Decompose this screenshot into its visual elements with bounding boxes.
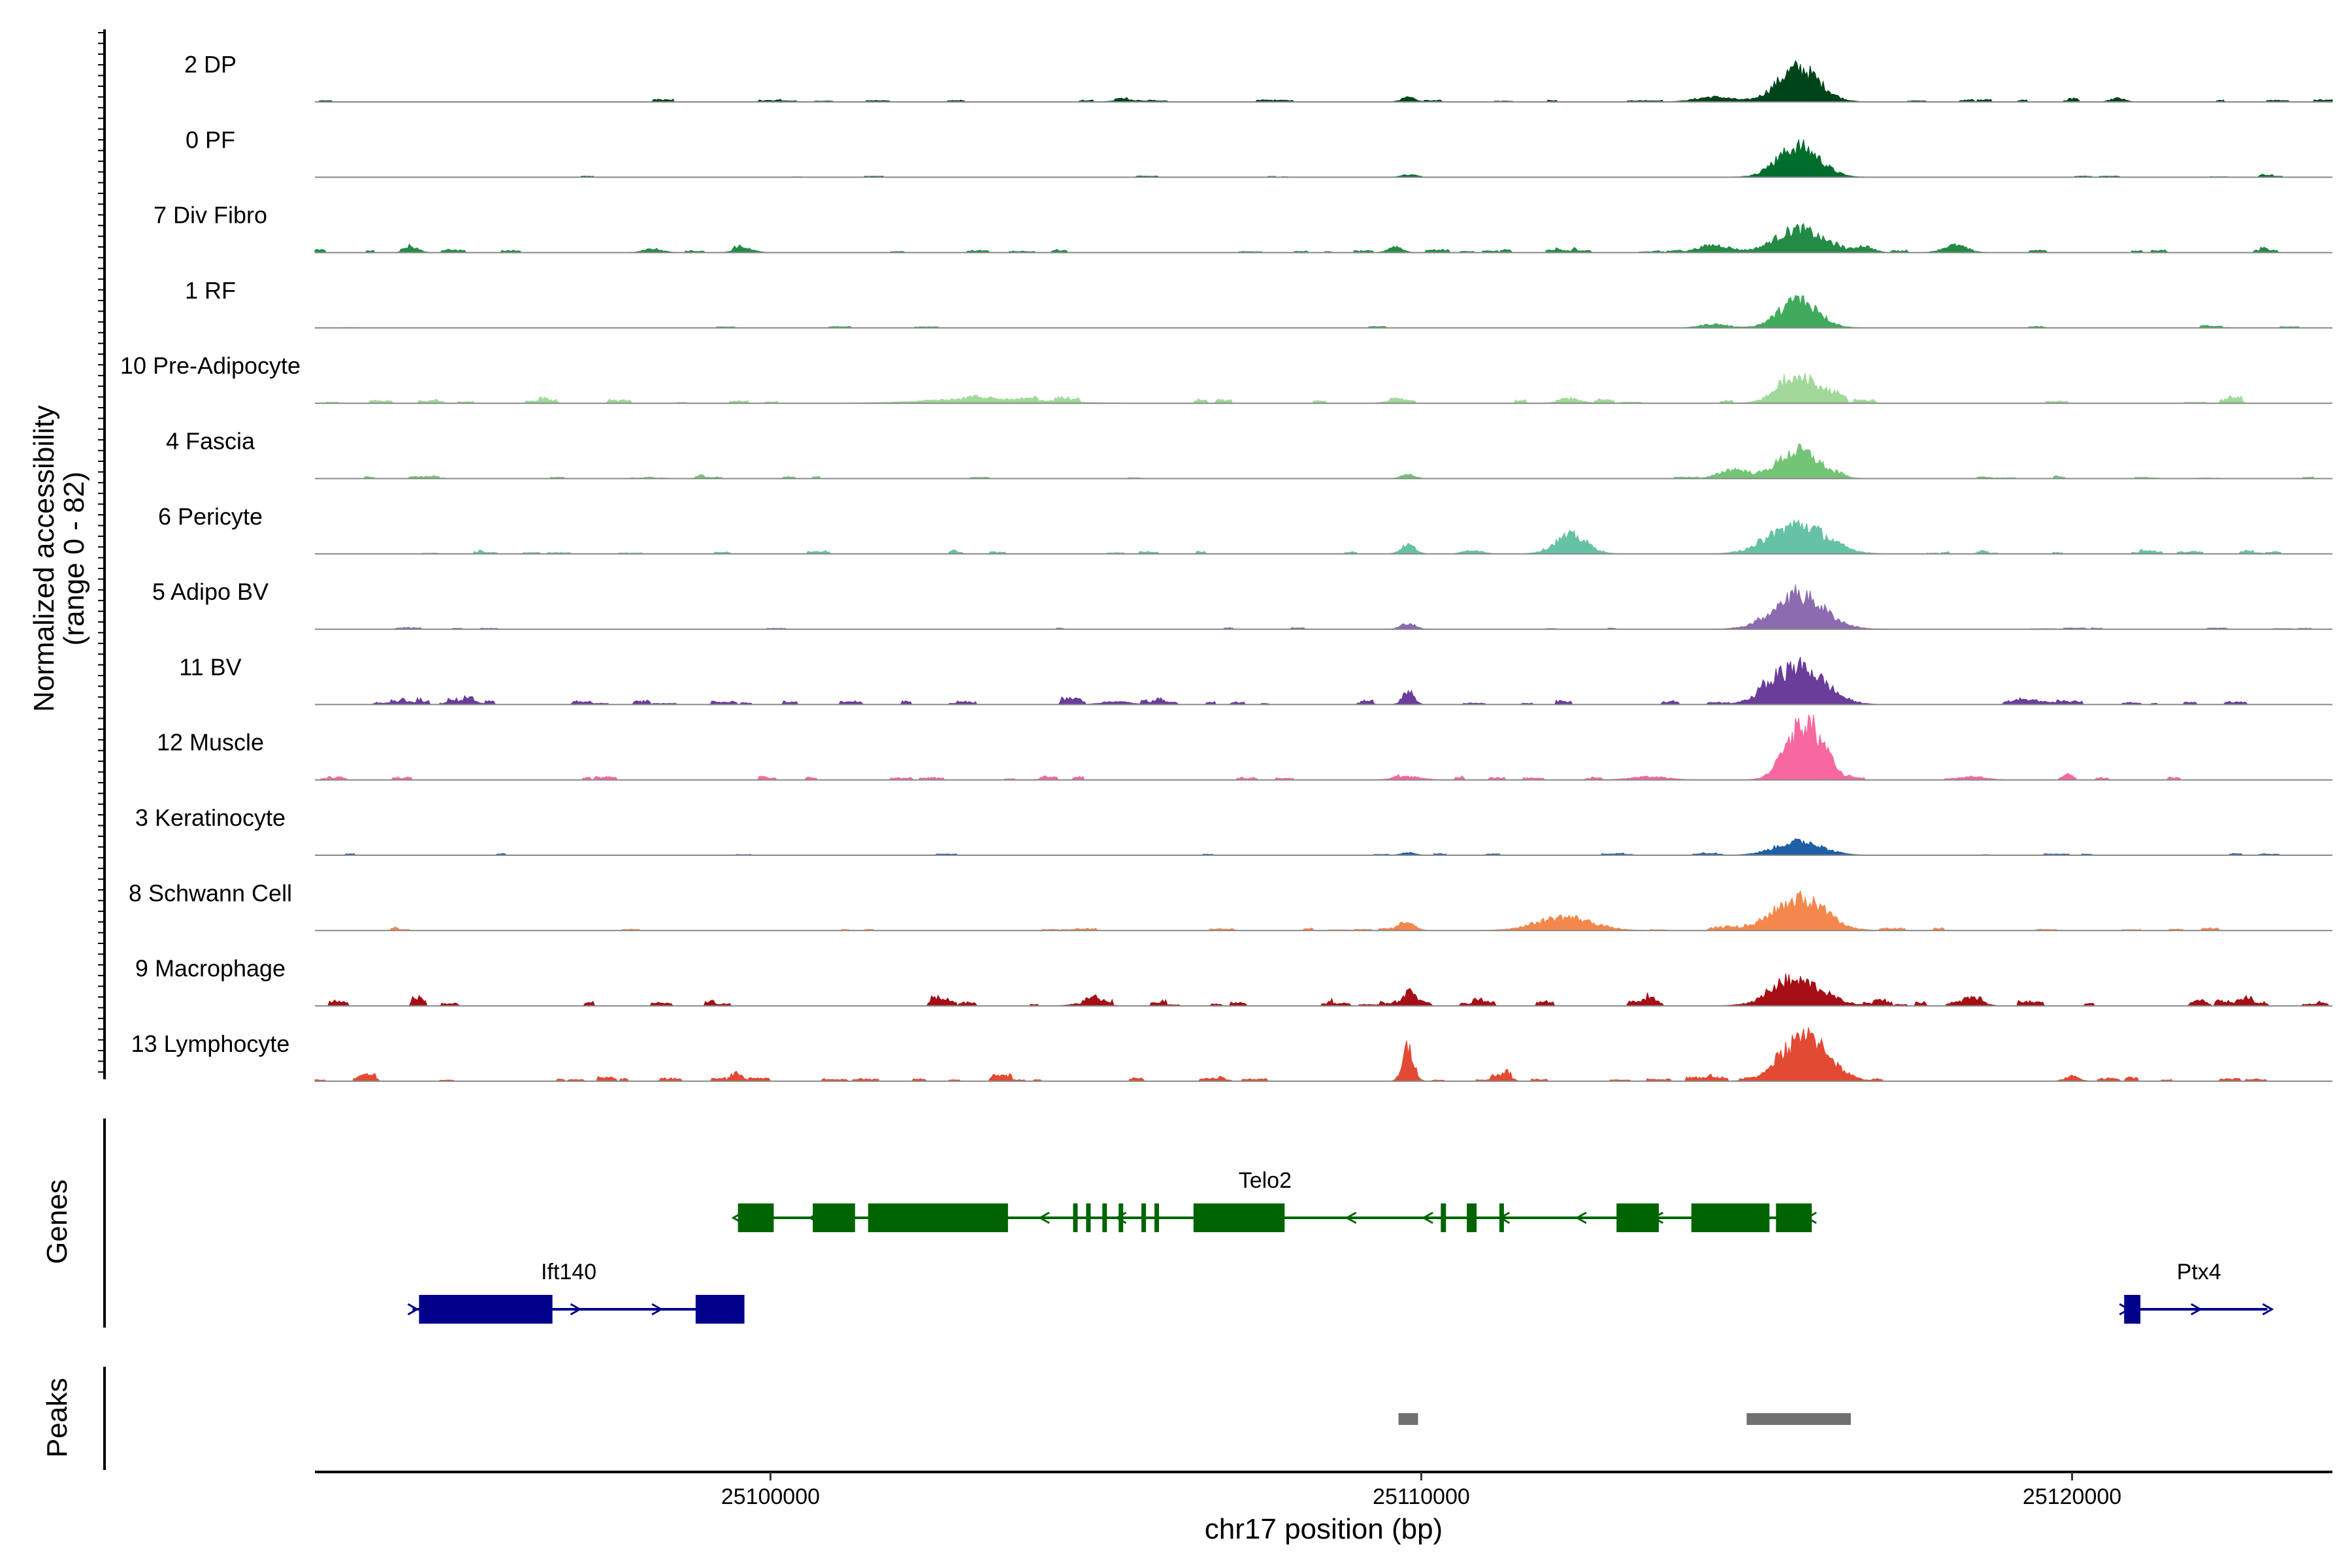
x-tick-label: 25110000 <box>1373 1484 1470 1509</box>
peak-region <box>1746 1413 1851 1425</box>
strand-arrow <box>1422 1211 1433 1224</box>
gene-exon <box>1193 1203 1285 1232</box>
gene-exon <box>1086 1203 1091 1232</box>
coverage-tracks: 2 DP 0 PF 7 Div Fibro 1 RF 10 Pre-Adipocyte 4… <box>120 51 2333 1082</box>
peak-region <box>1398 1413 1418 1425</box>
track-y-axis <box>98 29 106 1079</box>
track-11-bv: 11 BV <box>179 653 2332 706</box>
track-label: 4 Fascia <box>166 428 255 455</box>
strand-arrow <box>651 1303 663 1316</box>
gene-exon <box>1441 1203 1446 1232</box>
coverage-area <box>315 714 2332 781</box>
track-3-keratinocyte: 3 Keratinocyte <box>135 804 2332 856</box>
coverage-area <box>315 443 2332 479</box>
coverage-area <box>315 973 2332 1007</box>
gene-label: Ift140 <box>541 1260 596 1284</box>
y-axis-label-range: (range 0 - 82) <box>58 472 90 646</box>
gene-exon <box>738 1203 774 1232</box>
track-label: 1 RF <box>185 277 236 304</box>
track-label: 0 PF <box>186 126 235 153</box>
gene-exon <box>1073 1203 1078 1232</box>
gene-exon <box>1776 1203 1812 1232</box>
track-0-pf: 0 PF <box>186 126 2332 178</box>
track-label: 10 Pre-Adipocyte <box>120 352 301 379</box>
track-8-schwann-cell: 8 Schwann Cell <box>129 879 2332 932</box>
gene-ift140: Ift140 <box>407 1260 745 1324</box>
track-label: 13 Lymphocyte <box>131 1030 290 1057</box>
coverage-area <box>315 838 2332 856</box>
coverage-area <box>315 584 2332 630</box>
coverage-area <box>315 59 2333 103</box>
gene-exon <box>419 1295 553 1324</box>
coverage-area <box>314 1027 2332 1082</box>
track-label: 9 Macrophage <box>135 955 286 982</box>
coverage-area <box>315 889 2332 931</box>
strand-arrow <box>2262 1303 2274 1316</box>
gene-exon <box>868 1203 1008 1232</box>
track-1-rf: 1 RF <box>185 277 2332 329</box>
gene-label: Telo2 <box>1239 1168 1292 1193</box>
gene-ptx4: Ptx4 <box>2119 1260 2274 1324</box>
strand-arrow <box>1575 1211 1587 1224</box>
gene-exon <box>1102 1203 1107 1232</box>
gene-exon <box>1499 1203 1504 1232</box>
strand-arrow <box>407 1303 419 1316</box>
coverage-area <box>315 295 2332 329</box>
track-4-fascia: 4 Fascia <box>166 428 2332 480</box>
peaks-track <box>103 1367 1851 1470</box>
strand-arrow <box>570 1303 582 1316</box>
gene-exon <box>1616 1203 1659 1232</box>
strand-arrow <box>2191 1303 2202 1316</box>
y-axis-label: Normalized accessibility <box>28 405 60 711</box>
track-label: 6 Pericyte <box>158 503 263 530</box>
track-13-lymphocyte: 13 Lymphocyte <box>131 1027 2332 1082</box>
coverage-area <box>315 372 2332 404</box>
gene-exon <box>1141 1203 1147 1232</box>
track-label: 8 Schwann Cell <box>129 879 292 906</box>
track-2-dp: 2 DP <box>184 51 2333 103</box>
peaks-axis-label: Peaks <box>41 1378 73 1458</box>
gene-label: Ptx4 <box>2177 1260 2221 1284</box>
gene-exon <box>813 1203 855 1232</box>
track-label: 11 BV <box>179 653 241 680</box>
track-label: 12 Muscle <box>157 729 264 756</box>
gene-exon <box>2124 1295 2141 1324</box>
x-axis: 25100000 25110000 25120000 <box>315 1471 2332 1509</box>
track-label: 3 Keratinocyte <box>135 804 286 831</box>
x-tick-label: 25100000 <box>721 1484 820 1509</box>
gene-telo2: Telo2 <box>731 1168 1817 1232</box>
strand-arrow <box>1345 1211 1357 1224</box>
track-label: 7 Div Fibro <box>154 202 267 229</box>
coverage-area <box>315 519 2332 555</box>
track-6-pericyte: 6 Pericyte <box>158 503 2332 555</box>
coverage-area <box>314 223 2332 253</box>
gene-annotation-track: Telo2 Ift140 Ptx4 <box>103 1119 2274 1328</box>
coverage-area <box>315 657 2332 706</box>
gene-exon <box>1467 1203 1477 1232</box>
track-5-adipo-bv: 5 Adipo BV <box>152 578 2332 630</box>
gene-exon <box>1119 1203 1124 1232</box>
track-12-muscle: 12 Muscle <box>157 714 2332 781</box>
x-axis-label: chr17 position (bp) <box>1205 1513 1443 1545</box>
track-label: 2 DP <box>184 51 237 78</box>
gene-exon <box>695 1295 745 1324</box>
x-tick-label: 25120000 <box>2023 1484 2121 1509</box>
coverage-area <box>315 139 2332 178</box>
track-7-div-fibro: 7 Div Fibro <box>154 202 2332 253</box>
y-axis-labels: Normalized accessibility (range 0 - 82) … <box>28 405 1443 1545</box>
gene-exon <box>1154 1203 1159 1232</box>
track-9-macrophage: 9 Macrophage <box>135 955 2332 1007</box>
track-10-pre-adipocyte: 10 Pre-Adipocyte <box>120 352 2332 404</box>
genes-axis-label: Genes <box>41 1179 73 1264</box>
strand-arrow <box>1038 1211 1050 1224</box>
gene-exon <box>1691 1203 1770 1232</box>
track-label: 5 Adipo BV <box>152 578 269 605</box>
